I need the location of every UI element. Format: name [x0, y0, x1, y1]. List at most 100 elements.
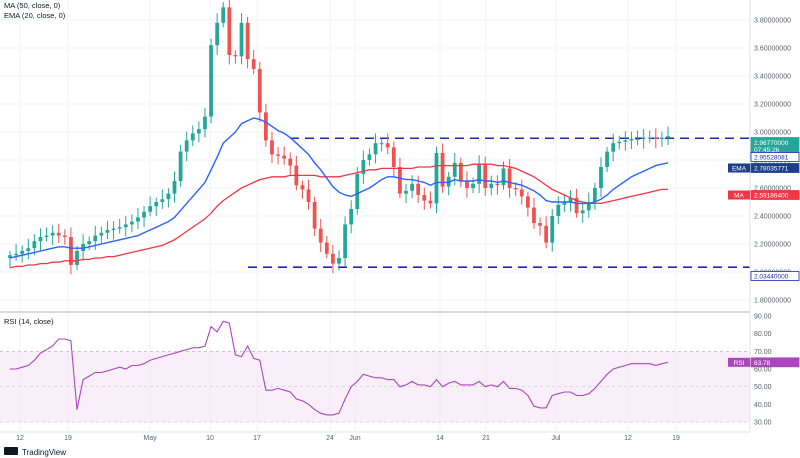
- candle[interactable]: [635, 130, 640, 146]
- candle[interactable]: [593, 182, 597, 210]
- time-axis[interactable]: 12 19 May 10 17 24 Jun 14 21 Jul 12 19: [16, 435, 680, 442]
- tradingview-logo[interactable]: TradingView: [4, 447, 66, 457]
- candle[interactable]: [288, 152, 293, 176]
- candle[interactable]: [343, 216, 347, 267]
- candle[interactable]: [221, 2, 226, 28]
- candle[interactable]: [337, 250, 341, 271]
- candle[interactable]: [14, 244, 18, 261]
- candle[interactable]: [312, 196, 317, 236]
- candle[interactable]: [641, 129, 646, 149]
- candle[interactable]: [184, 131, 189, 162]
- candle[interactable]: [477, 155, 482, 194]
- candle[interactable]: [507, 159, 512, 198]
- candle[interactable]: [20, 245, 25, 263]
- candle[interactable]: [471, 177, 475, 194]
- candle[interactable]: [26, 238, 31, 260]
- candle[interactable]: [111, 221, 116, 240]
- candle[interactable]: [568, 190, 573, 212]
- candle[interactable]: [483, 156, 488, 196]
- candle[interactable]: [32, 234, 37, 256]
- candle[interactable]: [367, 148, 372, 166]
- ema-legend[interactable]: EMA (20, close, 0): [4, 11, 66, 20]
- rsi-legend[interactable]: RSI (14, close): [4, 317, 54, 326]
- candle[interactable]: [203, 107, 207, 138]
- candle[interactable]: [660, 131, 664, 147]
- candle[interactable]: [160, 189, 165, 209]
- candle[interactable]: [391, 141, 396, 177]
- candle[interactable]: [318, 219, 323, 253]
- candle[interactable]: [623, 131, 628, 151]
- candle[interactable]: [215, 13, 220, 55]
- candle[interactable]: [251, 49, 256, 75]
- candle[interactable]: [361, 150, 366, 184]
- candle[interactable]: [99, 226, 104, 245]
- candle[interactable]: [422, 187, 427, 210]
- candle[interactable]: [87, 236, 92, 251]
- candle[interactable]: [580, 203, 585, 223]
- candle[interactable]: [62, 229, 67, 245]
- candle[interactable]: [556, 196, 561, 225]
- candle[interactable]: [666, 126, 670, 145]
- candle[interactable]: [562, 193, 567, 212]
- candle[interactable]: [349, 200, 354, 234]
- candle[interactable]: [355, 167, 360, 215]
- candle[interactable]: [489, 175, 494, 196]
- candle[interactable]: [166, 188, 171, 208]
- candle[interactable]: [586, 192, 591, 218]
- rsi-axis[interactable]: 90.00 80.00 70.00 60.00 50.00 40.00 30.00: [754, 314, 772, 427]
- candle[interactable]: [647, 130, 652, 143]
- candle[interactable]: [50, 225, 55, 246]
- candle[interactable]: [605, 146, 609, 173]
- ma-legend[interactable]: MA (50, close, 0): [4, 1, 61, 10]
- candle[interactable]: [331, 244, 335, 274]
- candle[interactable]: [8, 251, 12, 268]
- candle[interactable]: [550, 209, 555, 252]
- candle[interactable]: [123, 215, 128, 237]
- candles[interactable]: [8, 0, 670, 275]
- candle[interactable]: [196, 121, 201, 143]
- candle[interactable]: [428, 191, 433, 209]
- candle[interactable]: [105, 220, 110, 240]
- candle[interactable]: [142, 205, 146, 227]
- candle[interactable]: [379, 138, 384, 152]
- candle[interactable]: [385, 133, 390, 155]
- candle[interactable]: [440, 143, 445, 193]
- candle[interactable]: [129, 214, 134, 233]
- candle[interactable]: [239, 13, 244, 65]
- candle[interactable]: [458, 157, 463, 188]
- candle[interactable]: [264, 103, 268, 147]
- candle[interactable]: [544, 216, 549, 249]
- candle[interactable]: [227, 0, 232, 65]
- candle[interactable]: [629, 131, 634, 150]
- candle[interactable]: [513, 182, 518, 197]
- candle[interactable]: [75, 245, 79, 271]
- candle[interactable]: [38, 228, 43, 251]
- candle[interactable]: [538, 217, 542, 236]
- candle[interactable]: [178, 144, 183, 187]
- candle[interactable]: [209, 38, 213, 124]
- candle[interactable]: [190, 125, 195, 147]
- candle[interactable]: [154, 197, 159, 216]
- candle[interactable]: [525, 192, 530, 217]
- candle[interactable]: [300, 180, 305, 199]
- candle[interactable]: [270, 132, 274, 164]
- candle[interactable]: [233, 50, 238, 64]
- candle[interactable]: [653, 128, 658, 149]
- candle[interactable]: [306, 179, 311, 210]
- candle[interactable]: [148, 196, 153, 217]
- candle[interactable]: [56, 223, 61, 243]
- candle[interactable]: [532, 197, 536, 229]
- candle[interactable]: [495, 175, 500, 195]
- candle[interactable]: [404, 183, 408, 204]
- candle[interactable]: [257, 61, 262, 123]
- candle[interactable]: [617, 135, 622, 150]
- candle[interactable]: [519, 179, 524, 205]
- candle[interactable]: [117, 218, 122, 234]
- candle[interactable]: [245, 16, 250, 69]
- candle[interactable]: [324, 236, 329, 259]
- candle[interactable]: [69, 227, 73, 275]
- candle[interactable]: [276, 147, 280, 165]
- candle[interactable]: [373, 133, 378, 164]
- candle[interactable]: [611, 133, 616, 162]
